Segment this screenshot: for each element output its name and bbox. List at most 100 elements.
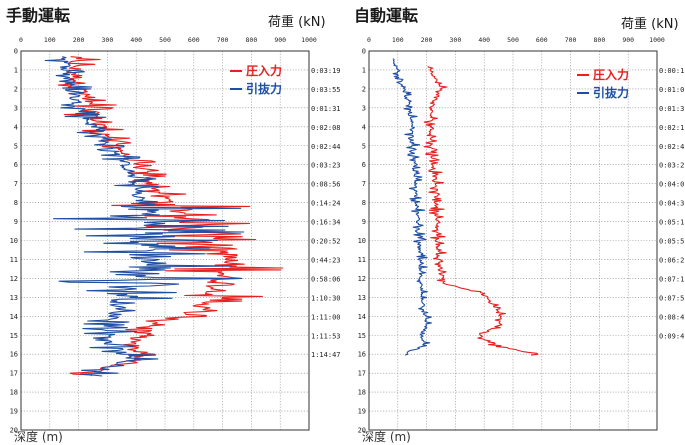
elapsed-time-label: 0:01:3 (659, 105, 684, 113)
y-tick-label: 14 (358, 313, 366, 321)
x-tick-label: 300 (102, 36, 114, 44)
x-tick-label: 100 (44, 36, 56, 44)
elapsed-time-label: 0:00:1 (659, 67, 684, 75)
elapsed-time-label: 0:08:4 (659, 313, 684, 321)
y-tick-label: 12 (358, 275, 366, 283)
right-chart-title: 自動運転 (354, 6, 418, 25)
plot-frame (20, 50, 310, 431)
elapsed-time-label: 0:07:5 (659, 294, 684, 302)
elapsed-time-label: 0:14:24 (311, 200, 341, 208)
y-tick-label: 2 (14, 85, 18, 93)
y-tick-label: 14 (10, 313, 18, 321)
y-tick-label: 19 (358, 408, 366, 416)
elapsed-time-label: 0:02:4 (659, 143, 684, 151)
x-tick-label: 1000 (649, 36, 665, 44)
x-tick-label: 900 (274, 36, 286, 44)
y-tick-label: 20 (10, 427, 18, 435)
y-tick-label: 8 (362, 199, 366, 207)
y-tick-label: 1 (14, 66, 18, 74)
y-tick-label: 0 (14, 48, 18, 56)
x-tick-label: 500 (507, 36, 519, 44)
y-tick-label: 7 (362, 180, 366, 188)
y-tick-label: 9 (362, 218, 366, 226)
y-tick-label: 6 (362, 161, 366, 169)
elapsed-time-label: 0:02:44 (311, 143, 341, 151)
y-tick-label: 10 (358, 237, 366, 245)
elapsed-time-label: 0:20:52 (311, 238, 341, 246)
series-line-press (57, 56, 284, 377)
y-tick-label: 1 (362, 66, 366, 74)
elapsed-time-label: 0:09:4 (659, 332, 684, 340)
y-tick-label: 2 (362, 85, 366, 93)
x-tick-label: 800 (246, 36, 258, 44)
legend-label: 圧入力 (246, 63, 282, 78)
y-tick-label: 19 (10, 408, 18, 416)
left-y-axis-title: 深度 (m) (14, 429, 63, 444)
elapsed-time-label: 0:03:19 (311, 67, 341, 75)
elapsed-time-label: 0:02:08 (311, 124, 341, 132)
elapsed-time-label: 0:05:1 (659, 219, 684, 227)
elapsed-time-label: 0:02:1 (659, 124, 684, 132)
right-plot-area: 0 100 200 300 400 500 600 700 800 900 100001234567… (358, 36, 685, 435)
x-tick-label: 0 (19, 36, 23, 44)
elapsed-time-label: 0:04:3 (659, 200, 684, 208)
series-line-pull (392, 58, 432, 356)
x-tick-label: 0 (367, 36, 371, 44)
elapsed-time-label: 1:11:53 (311, 332, 341, 340)
y-tick-label: 17 (10, 370, 18, 378)
elapsed-time-label: 0:01:0 (659, 86, 684, 94)
y-tick-label: 10 (10, 237, 18, 245)
elapsed-time-label: 0:07:1 (659, 275, 684, 283)
y-tick-label: 0 (362, 48, 366, 56)
legend-label: 圧入力 (593, 67, 629, 82)
y-tick-label: 6 (14, 161, 18, 169)
right-y-axis-title: 深度 (m) (362, 429, 411, 444)
y-tick-label: 13 (358, 294, 366, 302)
y-tick-label: 3 (362, 104, 366, 112)
legend-label: 引抜力 (593, 85, 629, 100)
x-tick-label: 600 (188, 36, 200, 44)
x-tick-label: 200 (421, 36, 433, 44)
x-tick-label: 400 (130, 36, 142, 44)
elapsed-time-label: 0:58:06 (311, 275, 341, 283)
elapsed-time-label: 0:44:23 (311, 256, 341, 264)
y-tick-label: 16 (10, 351, 18, 359)
x-tick-label: 200 (73, 36, 85, 44)
plot-frame (368, 50, 658, 431)
y-tick-label: 17 (358, 370, 366, 378)
x-tick-label: 300 (450, 36, 462, 44)
elapsed-time-label: 0:06:2 (659, 256, 684, 264)
y-tick-label: 3 (14, 104, 18, 112)
y-tick-label: 20 (358, 427, 366, 435)
left-plot-area: 0 100 200 300 400 500 600 700 800 900 100001234567… (10, 36, 341, 435)
elapsed-time-label: 0:03:55 (311, 86, 341, 94)
x-tick-label: 100 (392, 36, 404, 44)
x-tick-label: 500 (159, 36, 171, 44)
y-tick-label: 5 (362, 142, 366, 150)
y-tick-label: 9 (14, 218, 18, 226)
y-tick-label: 15 (358, 332, 366, 340)
elapsed-time-label: 1:11:00 (311, 313, 341, 321)
elapsed-time-label: 0:08:56 (311, 181, 341, 189)
x-tick-label: 400 (478, 36, 490, 44)
elapsed-time-label: 0:16:34 (311, 219, 341, 227)
x-tick-label: 800 (594, 36, 606, 44)
x-tick-label: 1000 (301, 36, 317, 44)
left-chart-title: 手動運転 (6, 6, 70, 25)
y-tick-label: 18 (358, 389, 366, 397)
x-tick-label: 900 (622, 36, 634, 44)
elapsed-time-label: 0:03:23 (311, 162, 341, 170)
y-tick-label: 15 (10, 332, 18, 340)
series-line-press (423, 65, 539, 356)
x-tick-label: 700 (565, 36, 577, 44)
right-x-axis-title: 荷重 (kN) (621, 16, 679, 32)
y-tick-label: 5 (14, 142, 18, 150)
y-tick-label: 11 (10, 256, 18, 264)
legend-label: 引抜力 (246, 81, 282, 96)
y-tick-label: 7 (14, 180, 18, 188)
elapsed-time-label: 0:04:0 (659, 181, 684, 189)
y-tick-label: 16 (358, 351, 366, 359)
x-tick-label: 700 (217, 36, 229, 44)
y-tick-label: 13 (10, 294, 18, 302)
